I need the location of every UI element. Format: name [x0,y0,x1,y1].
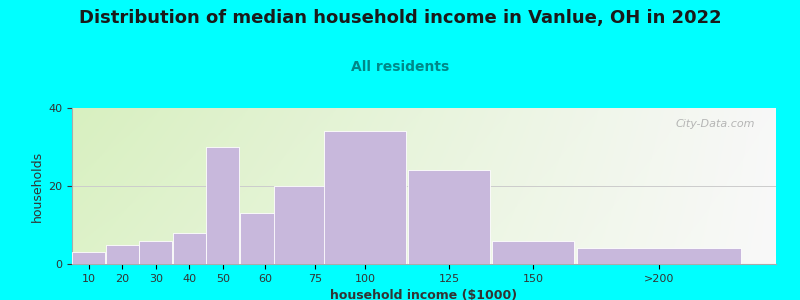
Text: City-Data.com: City-Data.com [675,119,755,129]
Bar [274,186,356,264]
Bar [106,244,138,264]
Y-axis label: households: households [31,150,44,222]
Bar [492,241,574,264]
Bar [324,131,406,264]
Bar [72,252,105,264]
Text: All residents: All residents [351,60,449,74]
Bar [206,147,239,264]
Bar [173,233,206,264]
Text: Distribution of median household income in Vanlue, OH in 2022: Distribution of median household income … [78,9,722,27]
Bar [240,213,290,264]
Bar [408,170,490,264]
Bar [577,248,741,264]
Bar [139,241,172,264]
X-axis label: household income ($1000): household income ($1000) [330,289,518,300]
